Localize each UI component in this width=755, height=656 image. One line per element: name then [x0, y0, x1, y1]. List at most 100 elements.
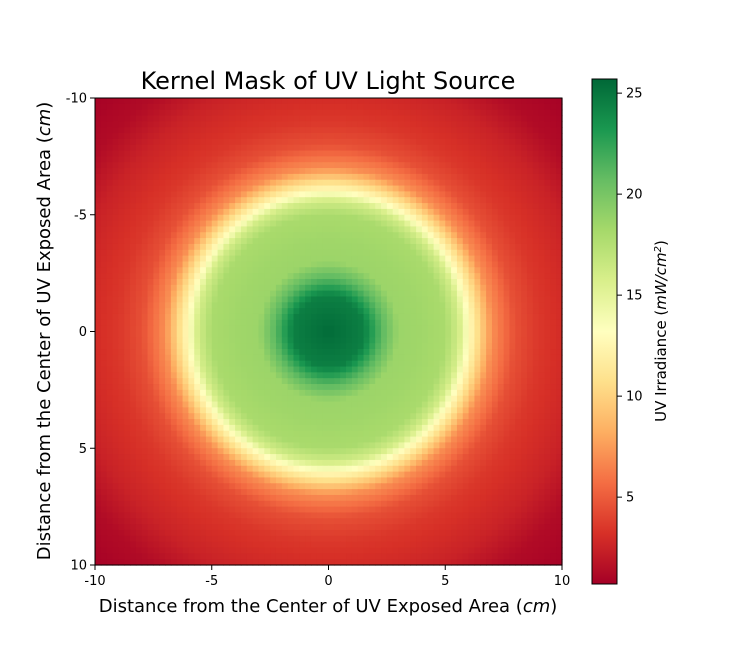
heatmap-cell: [147, 197, 154, 204]
heatmap-cell: [188, 185, 195, 192]
heatmap-cell: [433, 454, 441, 461]
heatmap-cell: [124, 249, 131, 257]
heatmap-cell: [135, 203, 143, 210]
heatmap-cell: [369, 448, 376, 455]
heatmap-cell: [497, 424, 505, 432]
heatmap-cell: [176, 459, 184, 467]
heatmap-cell: [305, 378, 312, 385]
heatmap-cell: [398, 127, 405, 134]
heatmap-cell: [194, 249, 201, 257]
heatmap-cell: [526, 424, 534, 432]
heatmap-cell: [200, 284, 207, 292]
heatmap-cell: [521, 331, 528, 338]
heatmap-cell: [124, 203, 131, 210]
heatmap-cell: [398, 162, 405, 169]
heatmap-cell: [240, 144, 248, 152]
heatmap-cell: [480, 378, 487, 385]
heatmap-cell: [95, 442, 102, 449]
heatmap-cell: [491, 127, 499, 134]
heatmap-cell: [427, 349, 435, 356]
heatmap-cell: [153, 121, 160, 128]
heatmap-cell: [194, 232, 201, 239]
heatmap-cell: [392, 267, 400, 274]
heatmap-cell: [153, 238, 160, 245]
heatmap-cell: [235, 319, 242, 327]
heatmap-cell: [486, 378, 493, 385]
heatmap-cell: [270, 419, 277, 426]
heatmap-cell: [200, 144, 207, 152]
heatmap-cell: [398, 168, 405, 175]
heatmap-cell: [509, 168, 516, 175]
heatmap-cell: [474, 308, 481, 315]
heatmap-cell: [538, 343, 546, 350]
heatmap-cell: [235, 290, 242, 298]
heatmap-cell: [299, 243, 306, 251]
heatmap-cell: [322, 354, 330, 362]
heatmap-cell: [357, 337, 365, 344]
heatmap-cell: [188, 313, 195, 321]
heatmap-cell: [503, 419, 511, 426]
heatmap-cell: [410, 343, 417, 350]
heatmap-cell: [223, 448, 230, 455]
heatmap-cell: [456, 243, 464, 251]
heatmap-cell: [264, 220, 271, 228]
heatmap-cell: [351, 343, 359, 350]
heatmap-cell: [363, 389, 370, 397]
heatmap-cell: [235, 179, 242, 187]
heatmap-cell: [439, 267, 446, 274]
heatmap-cell: [509, 179, 516, 187]
heatmap-cell: [369, 168, 376, 175]
heatmap-cell: [550, 442, 557, 449]
heatmap-cell: [468, 278, 476, 286]
heatmap-cell: [200, 331, 207, 338]
heatmap-cell: [153, 173, 160, 181]
heatmap-cell: [235, 133, 242, 140]
heatmap-cell: [550, 162, 557, 169]
heatmap-cell: [509, 243, 516, 251]
heatmap-cell: [550, 337, 557, 344]
heatmap-cell: [486, 243, 493, 251]
heatmap-cell: [188, 273, 195, 280]
heatmap-cell: [497, 121, 505, 128]
heatmap-cell: [392, 424, 400, 432]
heatmap-cell: [369, 419, 376, 426]
heatmap-cell: [509, 144, 516, 152]
heatmap-cell: [363, 185, 370, 192]
heatmap-cell: [509, 121, 516, 128]
heatmap-cell: [363, 121, 370, 128]
heatmap-cell: [462, 395, 470, 403]
heatmap-cell: [100, 243, 108, 251]
heatmap-cell: [497, 226, 505, 233]
heatmap-cell: [316, 290, 324, 298]
heatmap-cell: [445, 378, 452, 385]
heatmap-cell: [188, 419, 195, 426]
heatmap-cell: [316, 156, 324, 163]
heatmap-cell: [182, 249, 189, 257]
heatmap-cell: [416, 121, 423, 128]
heatmap-cell: [410, 261, 417, 268]
heatmap-cell: [100, 255, 108, 263]
heatmap-cell: [170, 448, 178, 455]
heatmap-cell: [398, 389, 405, 397]
heatmap-cell: [544, 226, 551, 233]
heatmap-cell: [363, 249, 370, 257]
heatmap-cell: [445, 162, 452, 169]
heatmap-cell: [346, 208, 353, 216]
heatmap-cell: [281, 459, 289, 467]
heatmap-cell: [322, 220, 330, 228]
heatmap-cell: [328, 419, 335, 426]
heatmap-cell: [503, 267, 511, 274]
heatmap-cell: [124, 179, 131, 187]
heatmap-cell: [497, 278, 505, 286]
heatmap-cell: [322, 127, 330, 134]
heatmap-cell: [165, 401, 172, 408]
heatmap-cell: [246, 384, 254, 391]
heatmap-cell: [410, 372, 417, 379]
heatmap-cell: [229, 319, 236, 327]
heatmap-cell: [176, 419, 184, 426]
heatmap-cell: [351, 156, 359, 163]
heatmap-cell: [462, 197, 470, 204]
heatmap-cell: [316, 168, 324, 175]
heatmap-cell: [264, 249, 271, 257]
heatmap-cell: [398, 331, 405, 338]
